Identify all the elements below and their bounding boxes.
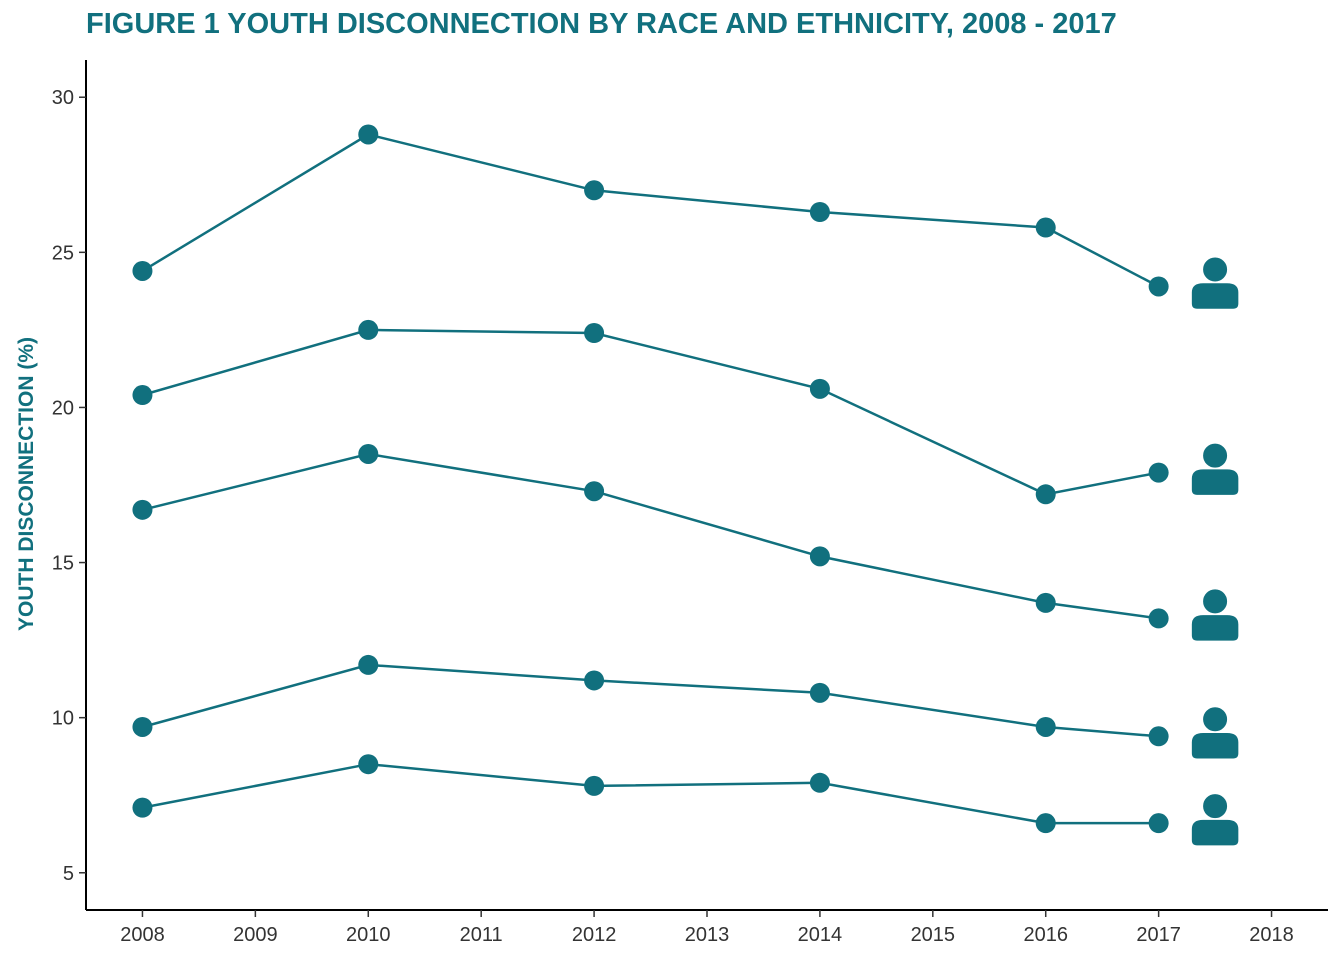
- icon-layer: [1190, 255, 1240, 847]
- data-point: [809, 546, 830, 567]
- data-point: [1148, 462, 1169, 483]
- series-4: [132, 654, 1169, 747]
- person-body: [1190, 281, 1240, 311]
- data-point: [358, 754, 379, 775]
- data-point: [1035, 813, 1056, 834]
- series-line: [142, 762, 1159, 825]
- person-body: [1190, 818, 1240, 847]
- data-point: [584, 670, 605, 691]
- person-head: [1201, 792, 1230, 821]
- data-point: [132, 716, 153, 737]
- data-point: [1148, 813, 1169, 834]
- data-point: [809, 682, 830, 703]
- data-point: [1035, 217, 1056, 238]
- y-tick-label: 25: [52, 242, 74, 264]
- x-tick-label: 2018: [1249, 924, 1294, 946]
- series-line: [141, 133, 1160, 288]
- person-body: [1190, 613, 1240, 643]
- x-tick-label: 2010: [346, 924, 391, 946]
- x-tick-label: 2017: [1136, 924, 1181, 946]
- series-2: [132, 319, 1169, 505]
- person-icon: [1190, 705, 1240, 761]
- x-tick-label: 2015: [911, 924, 956, 946]
- data-point: [132, 499, 153, 520]
- data-point: [132, 260, 153, 281]
- person-icon: [1190, 587, 1240, 643]
- x-tick-label: 2012: [572, 924, 617, 946]
- data-point: [1148, 726, 1169, 747]
- data-point: [132, 797, 153, 818]
- data-point: [358, 443, 379, 464]
- series-5: [132, 754, 1169, 834]
- data-point: [809, 202, 830, 223]
- data-point: [358, 319, 379, 340]
- data-point: [132, 385, 153, 406]
- series-3: [132, 443, 1169, 629]
- axes: 5 10 15 20 25 30 2008 2009 2010 2011 2012 2013 2014 2…: [52, 60, 1328, 946]
- y-tick-label: 10: [52, 708, 74, 730]
- data-point: [584, 775, 605, 796]
- x-tick-label: 2009: [233, 924, 278, 946]
- y-tick-label: 30: [52, 87, 74, 109]
- data-point: [1148, 608, 1169, 629]
- data-point: [358, 654, 379, 675]
- person-head: [1201, 705, 1230, 734]
- x-tick-label: 2008: [120, 924, 165, 946]
- series-line: [142, 663, 1159, 738]
- y-tick-label: 5: [63, 863, 74, 885]
- person-icon: [1190, 441, 1240, 497]
- y-axis-title: YOUTH DISCONNECTION (%): [15, 337, 38, 631]
- series-line: [142, 452, 1159, 620]
- person-head: [1201, 441, 1230, 470]
- series-1: [132, 124, 1169, 297]
- data-point: [584, 180, 605, 201]
- person-body: [1190, 467, 1240, 497]
- data-point: [358, 124, 379, 145]
- x-tick-label: 2011: [460, 924, 503, 946]
- person-head: [1201, 587, 1230, 616]
- person-icon: [1190, 255, 1240, 311]
- y-tick-label: 20: [52, 397, 74, 419]
- data-point: [809, 772, 830, 793]
- y-tick-label: 15: [52, 553, 74, 575]
- person-head: [1201, 255, 1230, 284]
- data-point: [1035, 484, 1056, 505]
- x-tick-label: 2014: [798, 924, 843, 946]
- chart-title: FIGURE 1 YOUTH DISCONNECTION BY RACE AND…: [86, 8, 1117, 40]
- data-point: [1035, 716, 1056, 737]
- data-point: [584, 481, 605, 502]
- x-tick-label: 2016: [1023, 924, 1068, 946]
- data-point: [809, 378, 830, 399]
- x-tick-label: 2013: [685, 924, 730, 946]
- data-point: [1148, 276, 1169, 297]
- series-layer: [132, 124, 1169, 834]
- series-line: [142, 328, 1159, 496]
- data-point: [1035, 592, 1056, 613]
- data-point: [584, 322, 605, 343]
- person-body: [1190, 731, 1240, 761]
- person-icon: [1190, 792, 1240, 847]
